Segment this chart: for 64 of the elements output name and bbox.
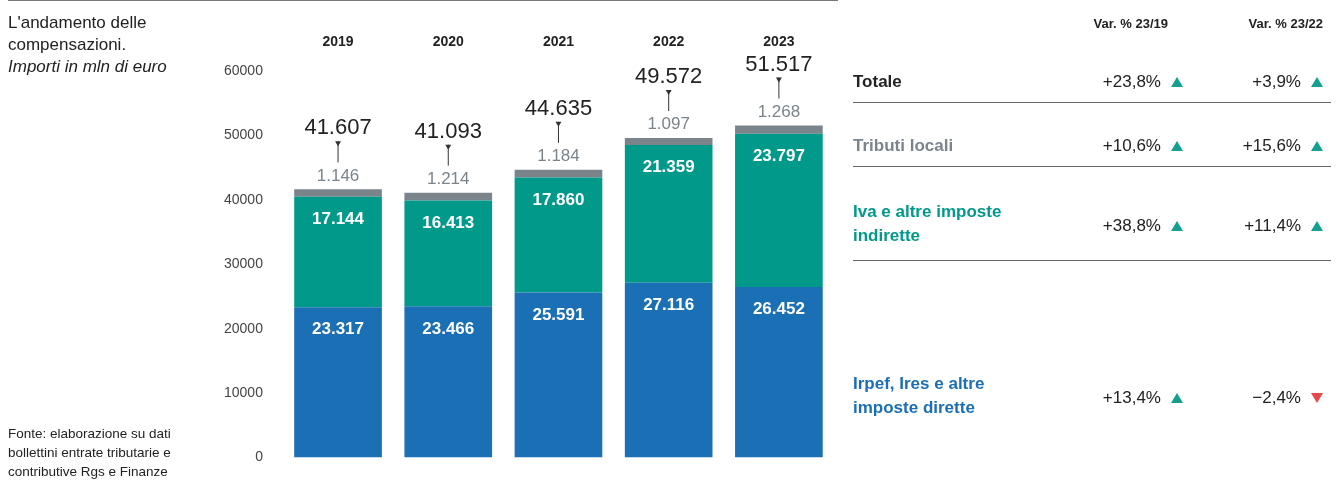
data-label: 17.860 bbox=[532, 189, 585, 209]
text: Totale bbox=[853, 71, 903, 93]
data-label: 27.116 bbox=[643, 294, 695, 314]
total-label: 41.093 bbox=[414, 117, 482, 143]
y-tick-label: 30000 bbox=[223, 255, 264, 272]
bar bbox=[294, 189, 382, 197]
bar bbox=[514, 177, 603, 293]
data-label: 17.144 bbox=[312, 208, 365, 228]
data-label: 1.097 bbox=[647, 114, 690, 134]
x-tick-label: 2020 bbox=[432, 33, 465, 50]
data-label: 26.452 bbox=[752, 299, 805, 319]
bar bbox=[624, 145, 713, 283]
y-tick-label: 10000 bbox=[223, 383, 264, 400]
bar bbox=[735, 133, 823, 288]
y-tick-label: 50000 bbox=[223, 126, 264, 143]
series-label: Iva e altre imposte indirette bbox=[853, 201, 1003, 247]
bar bbox=[404, 200, 493, 307]
bar bbox=[294, 196, 382, 308]
data-label: 25.591 bbox=[532, 304, 585, 324]
y-tick-label: 0 bbox=[255, 448, 264, 465]
y-tick-label: 20000 bbox=[223, 319, 264, 336]
bar bbox=[735, 287, 823, 458]
series-label: Irpef, Ires e altre imposte dirette bbox=[853, 373, 986, 419]
bar bbox=[624, 282, 713, 458]
data-label: 23.797 bbox=[752, 145, 805, 165]
text: +13,4% bbox=[1101, 387, 1162, 409]
text: L'andamento delle compensazioni. bbox=[8, 12, 148, 56]
text: +10,6% bbox=[1101, 135, 1162, 157]
data-label: 1.184 bbox=[537, 146, 580, 166]
text: Var. % 23/19 bbox=[1092, 16, 1168, 31]
text: +38,8% bbox=[1101, 215, 1162, 237]
text: +11,4% bbox=[1243, 215, 1302, 237]
data-label: 21.359 bbox=[642, 157, 695, 177]
data-label: 23.317 bbox=[312, 319, 365, 339]
text: +15,6% bbox=[1241, 135, 1302, 157]
total-label: 49.572 bbox=[635, 63, 703, 89]
text: Importi in mln di euro bbox=[8, 56, 168, 78]
series-label: Tributi locali bbox=[853, 135, 955, 157]
total-label: 44.635 bbox=[524, 94, 593, 120]
bar bbox=[514, 292, 603, 458]
text: +23,8% bbox=[1101, 71, 1162, 93]
text: +3,9% bbox=[1251, 71, 1302, 93]
data-label: 1.214 bbox=[426, 168, 470, 188]
bar bbox=[294, 307, 382, 458]
text: −2,4% bbox=[1251, 387, 1302, 409]
y-tick-label: 40000 bbox=[223, 190, 264, 207]
total-label: 41.607 bbox=[304, 114, 372, 140]
bar bbox=[404, 192, 493, 201]
x-tick-label: 2022 bbox=[653, 33, 685, 50]
bar bbox=[735, 125, 823, 134]
data-label: 1.146 bbox=[316, 165, 360, 185]
x-tick-label: 2019 bbox=[322, 33, 354, 50]
text: Var. % 23/22 bbox=[1247, 16, 1323, 31]
bar bbox=[624, 138, 713, 146]
bar bbox=[514, 169, 603, 178]
total-label: 51.517 bbox=[745, 50, 813, 76]
x-tick-label: 2021 bbox=[542, 33, 575, 50]
data-label: 1.268 bbox=[757, 101, 801, 121]
y-tick-label: 60000 bbox=[223, 61, 264, 78]
data-label: 16.413 bbox=[422, 212, 475, 232]
bar bbox=[404, 306, 493, 458]
data-label: 23.466 bbox=[422, 318, 475, 338]
source-note: Fonte: elaborazione su dati bollettini entrate tributarie e contributive Rgs e Finanze bbox=[8, 425, 172, 481]
x-tick-label: 2023 bbox=[763, 33, 795, 50]
